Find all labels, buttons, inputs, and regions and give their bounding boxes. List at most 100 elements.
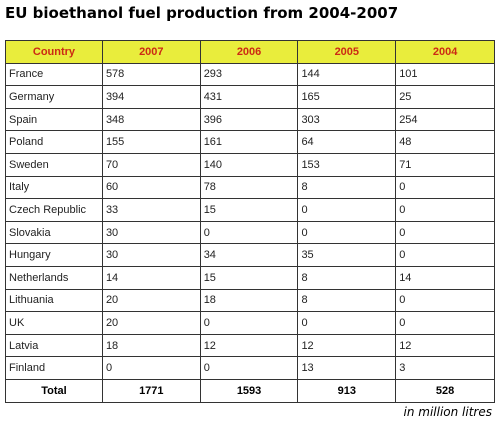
cell-2006: 15 [199,265,299,290]
cell-2006: 293 [199,62,299,87]
table-row: Lithuania 20 18 8 0 [5,288,495,313]
cell-country: Hungary [5,243,103,267]
cell-country: Latvia [5,333,103,358]
cell-country: Sweden [5,152,103,177]
cell-2004: 0 [395,175,495,200]
unit-note: in million litres [403,405,492,419]
table-row: Italy 60 78 8 0 [5,175,495,200]
cell-2005: 35 [297,243,397,267]
header-row: Country 2007 2006 2005 2004 [5,40,495,64]
cell-2007: 394 [101,85,201,109]
cell-2007: 14 [101,265,201,290]
cell-2005: 13 [297,356,397,380]
page-title: EU bioethanol fuel production from 2004-… [5,4,399,22]
total-2004: 528 [395,378,495,403]
table-row: Finland 0 0 13 3 [5,356,495,380]
table-body: France 578 293 144 101 Germany 394 431 165 25 Spai… [5,62,495,380]
cell-country: Lithuania [5,288,103,313]
cell-2005: 64 [297,130,397,154]
cell-country: Spain [5,107,103,132]
cell-2007: 0 [101,356,201,380]
cell-2004: 12 [395,333,495,358]
table-row: Spain 348 396 303 254 [5,107,495,132]
cell-2006: 15 [199,198,299,222]
cell-country: Slovakia [5,220,103,245]
total-2006: 1593 [199,378,299,403]
cell-2005: 0 [297,198,397,222]
cell-2005: 8 [297,265,397,290]
cell-country: Germany [5,85,103,109]
cell-country: Finland [5,356,103,380]
cell-2004: 0 [395,198,495,222]
cell-2005: 153 [297,152,397,177]
cell-2007: 33 [101,198,201,222]
cell-2006: 140 [199,152,299,177]
cell-2005: 8 [297,288,397,313]
total-2005: 913 [297,378,397,403]
header-2005: 2005 [297,40,397,64]
cell-2007: 20 [101,288,201,313]
cell-2004: 0 [395,243,495,267]
cell-2006: 396 [199,107,299,132]
header-2004: 2004 [395,40,495,64]
cell-country: Poland [5,130,103,154]
cell-2007: 348 [101,107,201,132]
table-row: Sweden 70 140 153 71 [5,152,495,177]
header-2007: 2007 [101,40,201,64]
cell-2006: 431 [199,85,299,109]
cell-2006: 12 [199,333,299,358]
cell-2004: 101 [395,62,495,87]
table-row: Latvia 18 12 12 12 [5,333,495,358]
table-row: France 578 293 144 101 [5,62,495,87]
header-country: Country [5,40,103,64]
cell-2004: 71 [395,152,495,177]
table-row: Netherlands 14 15 8 14 [5,265,495,290]
cell-2007: 20 [101,311,201,335]
cell-2005: 12 [297,333,397,358]
cell-2007: 578 [101,62,201,87]
cell-2005: 0 [297,311,397,335]
cell-2006: 0 [199,311,299,335]
cell-2007: 60 [101,175,201,200]
total-row: Total 1771 1593 913 528 [5,378,495,403]
cell-2006: 18 [199,288,299,313]
cell-country: France [5,62,103,87]
table-row: UK 20 0 0 0 [5,311,495,335]
cell-2004: 3 [395,356,495,380]
cell-2005: 8 [297,175,397,200]
cell-2004: 0 [395,311,495,335]
cell-country: Netherlands [5,265,103,290]
cell-country: Czech Republic [5,198,103,222]
cell-2007: 30 [101,243,201,267]
cell-2005: 0 [297,220,397,245]
cell-2007: 18 [101,333,201,358]
table-row: Slovakia 30 0 0 0 [5,220,495,245]
cell-2007: 70 [101,152,201,177]
cell-2006: 34 [199,243,299,267]
cell-2006: 0 [199,220,299,245]
cell-2004: 254 [395,107,495,132]
header-2006: 2006 [199,40,299,64]
cell-country: Italy [5,175,103,200]
cell-country: UK [5,311,103,335]
cell-2005: 303 [297,107,397,132]
total-2007: 1771 [101,378,201,403]
cell-2007: 30 [101,220,201,245]
cell-2004: 0 [395,220,495,245]
table-row: Germany 394 431 165 25 [5,85,495,109]
table-row: Hungary 30 34 35 0 [5,243,495,267]
cell-2006: 78 [199,175,299,200]
cell-2006: 161 [199,130,299,154]
table-row: Poland 155 161 64 48 [5,130,495,154]
production-table: Country 2007 2006 2005 2004 France 578 293… [5,40,495,403]
cell-2006: 0 [199,356,299,380]
table-row: Czech Republic 33 15 0 0 [5,198,495,222]
cell-2005: 144 [297,62,397,87]
cell-2004: 48 [395,130,495,154]
cell-2005: 165 [297,85,397,109]
cell-2004: 14 [395,265,495,290]
cell-2004: 25 [395,85,495,109]
cell-2007: 155 [101,130,201,154]
cell-2004: 0 [395,288,495,313]
total-label: Total [5,378,103,403]
